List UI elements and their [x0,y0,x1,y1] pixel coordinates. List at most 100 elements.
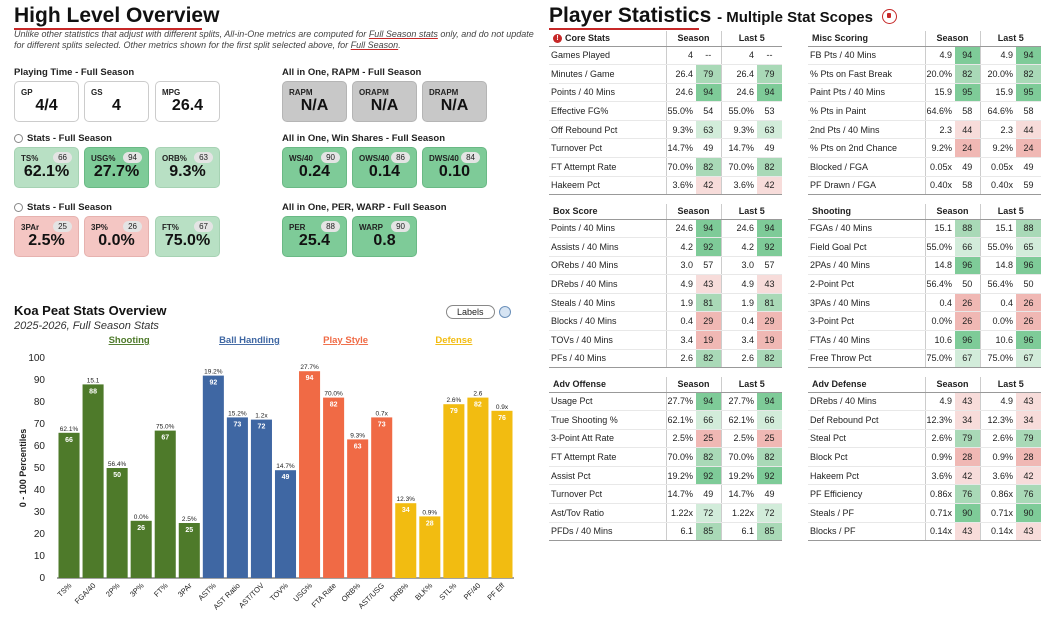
last5-value: 75.0% [979,349,1017,369]
last5-value: 27.7% [720,392,758,412]
bar-value-label: 26 [137,525,145,532]
season-percentile: 43 [696,274,722,294]
stats1-label[interactable]: Stats - Full Season [14,133,112,144]
last5-percentile: 58 [1016,101,1042,121]
card-drapm: DRAPM N/A [422,81,487,122]
season-value: 3.6% [924,466,955,486]
table-title: Box Score [549,204,666,220]
last5-value: 9.2% [979,138,1017,159]
last5-value: 3.6% [979,466,1017,486]
season-percentile: 94 [696,392,722,412]
stat-name: Blocks / PF [808,522,925,542]
season-percentile: 82 [696,349,722,369]
table-row: Off Rebound Pct 9.3% 63 9.3% 63 [549,120,783,140]
season-value: 14.8 [924,256,955,276]
season-percentile: 49 [696,484,722,505]
col-last5[interactable]: Last 5 [979,31,1042,47]
col-season[interactable]: Season [665,377,722,393]
last5-percentile: 25 [757,429,783,449]
season-value: 15.9 [924,83,955,103]
col-season[interactable]: Season [665,204,722,220]
bar-value-label: 73 [378,421,386,428]
table-header: Adv Offense Season Last 5 [549,377,783,393]
table-row: Block Pct 0.9% 28 0.9% 28 [808,447,1042,467]
last5-percentile: 59 [1016,176,1042,196]
x-tick-label: USG% [291,581,314,604]
per-warp-label: All in One, PER, WARP - Full Season [282,202,447,213]
last5-percentile: 95 [1016,83,1042,103]
season-value: 24.6 [665,219,696,239]
last5-percentile: 82 [757,447,783,467]
stat-name: FTAs / 40 Mins [808,330,925,350]
season-percentile: 58 [955,101,981,121]
stats2-radio[interactable] [14,203,23,212]
stat-name: Points / 40 Mins [549,83,666,103]
labels-toggle-switch[interactable] [498,306,511,318]
labels-button[interactable]: Labels [446,305,495,319]
last5-percentile: 79 [1016,429,1042,449]
season-value: 64.6% [924,101,955,121]
table-box-score: Box Score Season Last 5 Points / 40 Mins 24.… [549,204,783,369]
last5-percentile: 82 [757,349,783,369]
player-icon[interactable] [881,8,897,24]
col-last5[interactable]: Last 5 [720,204,783,220]
last5-value: 4.9 [979,392,1017,412]
table-row: PF Drawn / FGA 0.40x 58 0.40x 59 [808,176,1042,196]
bar-stat-label: 0.7x [376,410,389,417]
table-row: Ast/Tov Ratio 1.22x 72 1.22x 72 [549,503,783,523]
season-percentile: 28 [955,447,981,467]
last5-value: 64.6% [979,101,1017,121]
bar-blk- [419,516,441,578]
last5-percentile: 67 [1016,349,1042,369]
last5-value: 9.3% [720,120,758,140]
last5-value: 3.0 [720,256,758,276]
table-title: Shooting [808,204,925,220]
table-row: 3-Point Att Rate 2.5% 25 2.5% 25 [549,429,783,449]
labels-toggle[interactable]: Labels [446,305,511,319]
season-value: 70.0% [665,447,696,467]
season-value: 1.9 [665,293,696,313]
bar-ft- [154,430,176,578]
y-axis-label: 0 - 100 Percentiles [18,429,28,508]
stats1-radio[interactable] [14,134,23,143]
table-header: ! Core Stats Season Last 5 [549,31,783,47]
season-percentile: 66 [696,410,722,430]
last5-percentile: 24 [1016,138,1042,159]
last5-percentile: 82 [1016,64,1042,84]
x-tick-label: 3PAr [176,581,194,599]
bar-stl- [443,404,465,578]
stats2-label[interactable]: Stats - Full Season [14,202,112,213]
last5-value: 0.40x [979,176,1017,196]
season-value: 2.6% [924,429,955,449]
stat-name: % Pts on 2nd Chance [808,138,925,159]
col-season[interactable]: Season [924,31,981,47]
col-last5[interactable]: Last 5 [720,31,783,47]
bar-value-label: 63 [354,443,362,450]
col-last5[interactable]: Last 5 [720,377,783,393]
season-percentile: 76 [955,484,981,505]
x-tick-label: TS% [56,581,74,599]
col-last5[interactable]: Last 5 [979,377,1042,393]
warning-icon[interactable]: ! [553,34,562,44]
stat-name: 3-Point Att Rate [549,429,666,449]
season-percentile: 42 [696,176,722,196]
stat-name: Assists / 40 Mins [549,237,666,257]
stat-name: Usage Pct [549,392,666,412]
last5-value: 2.6% [979,429,1017,449]
stat-name: Ast/Tov Ratio [549,503,666,523]
season-percentile: 50 [955,274,981,294]
col-season[interactable]: Season [924,204,981,220]
col-season[interactable]: Season [665,31,722,47]
table-row: Steals / PF 0.71x 90 0.71x 90 [808,503,1042,523]
last5-percentile: 94 [757,392,783,412]
last5-percentile: 34 [1016,410,1042,430]
last5-percentile: 26 [1016,293,1042,313]
season-percentile: 57 [696,256,722,276]
season-value: 4.2 [665,237,696,257]
season-percentile: 67 [955,349,981,369]
col-last5[interactable]: Last 5 [979,204,1042,220]
last5-value: 1.9 [720,293,758,313]
x-tick-label: ORB% [339,581,362,604]
col-season[interactable]: Season [924,377,981,393]
note-link-full-season: Full Season [350,40,399,50]
